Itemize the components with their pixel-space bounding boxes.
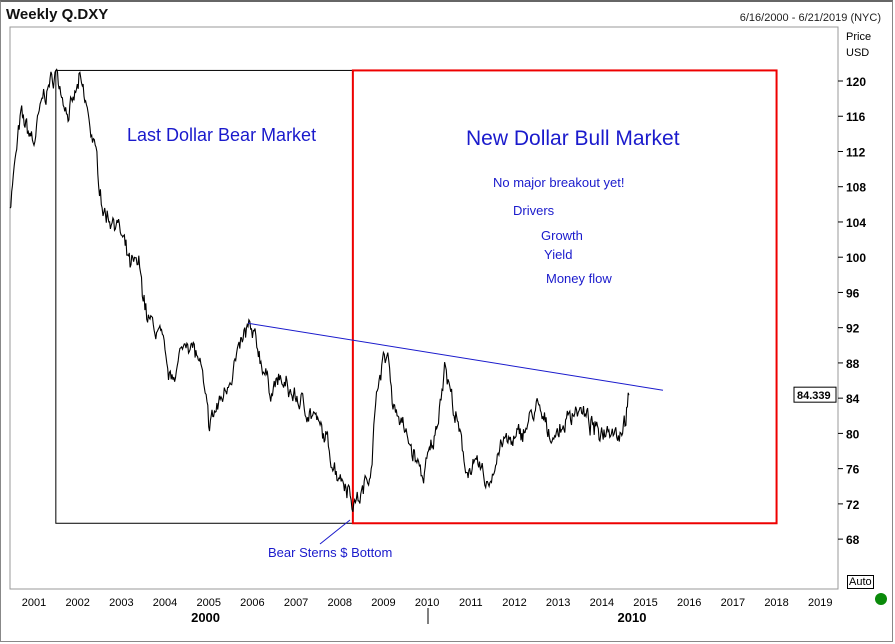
y-tick-label: 104 [846, 216, 866, 230]
yield-note: Yield [544, 247, 573, 262]
x-tick-label: 2019 [808, 597, 832, 609]
x-tick-label: 2011 [459, 597, 483, 609]
auto-scale-button[interactable]: Auto [847, 575, 874, 589]
drivers-note: Drivers [513, 203, 555, 218]
x-tick-label: 2006 [240, 597, 264, 609]
y-tick-label: 68 [846, 533, 860, 547]
y-axis-label: USD [846, 47, 869, 59]
x-tick-label: 2017 [721, 597, 745, 609]
status-indicator [875, 593, 887, 605]
x-tick-label: 2018 [764, 597, 788, 609]
x-tick-label: 2004 [153, 597, 177, 609]
plot-area [9, 26, 839, 590]
x-tick-label: 2008 [328, 597, 352, 609]
x-tick-label: 2009 [371, 597, 395, 609]
last-price-value: 84.339 [797, 390, 831, 402]
x-tick-label: 2013 [546, 597, 570, 609]
y-tick-label: 72 [846, 498, 860, 512]
decade-label: 2010 [618, 610, 647, 625]
y-tick-label: 108 [846, 181, 866, 195]
decade-label: 2000 [191, 610, 220, 625]
y-axis-label: Price [846, 31, 871, 43]
y-tick-label: 84 [846, 392, 860, 406]
x-tick-label: 2001 [22, 597, 46, 609]
date-range: 6/16/2000 - 6/21/2019 (NYC) [739, 12, 881, 24]
money-flow-note: Money flow [546, 271, 612, 286]
y-tick-label: 96 [846, 286, 860, 300]
y-tick-label: 120 [846, 75, 866, 89]
y-tick-label: 76 [846, 463, 860, 477]
bear-market-label: Last Dollar Bear Market [127, 125, 317, 145]
y-tick-label: 116 [846, 110, 866, 124]
y-tick-label: 80 [846, 427, 860, 441]
bull-market-label: New Dollar Bull Market [466, 127, 680, 150]
x-tick-label: 2007 [284, 597, 308, 609]
x-tick-label: 2012 [502, 597, 526, 609]
y-tick-label: 112 [846, 145, 866, 159]
price-line [9, 68, 630, 512]
bear-sterns-pointer [319, 519, 351, 545]
x-tick-label: 2016 [677, 597, 701, 609]
x-tick-label: 2002 [65, 597, 89, 609]
no-breakout-note: No major breakout yet! [493, 175, 625, 190]
bear-sterns-note: Bear Sterns $ Bottom [268, 545, 393, 560]
y-tick-label: 88 [846, 357, 860, 371]
x-tick-label: 2003 [109, 597, 133, 609]
x-tick-label: 2005 [196, 597, 220, 609]
x-tick-label: 2015 [633, 597, 657, 609]
resistance-trendline [247, 322, 664, 391]
x-tick-label: 2010 [415, 597, 439, 609]
last-price-tag [793, 386, 837, 403]
y-tick-label: 100 [846, 251, 866, 265]
chart-title: Weekly Q.DXY [6, 6, 109, 23]
bull-market-box [351, 69, 778, 525]
y-tick-label: 92 [846, 322, 860, 336]
growth-note: Growth [541, 228, 583, 243]
x-tick-label: 2014 [590, 597, 614, 609]
